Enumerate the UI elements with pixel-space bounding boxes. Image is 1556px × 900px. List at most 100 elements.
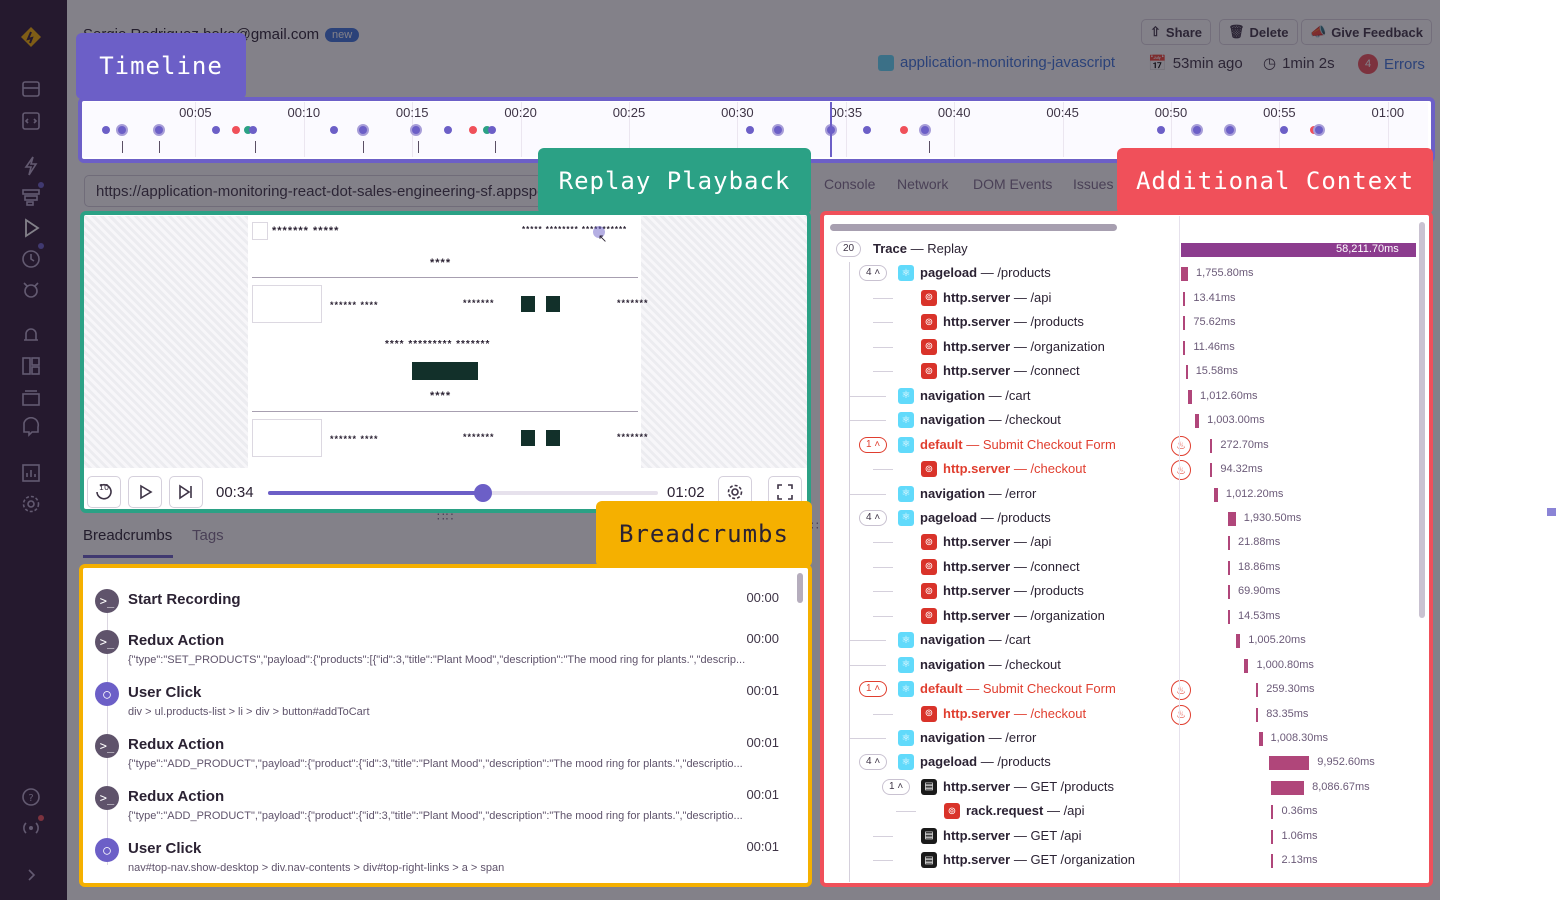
dashboards-icon[interactable] — [20, 355, 42, 377]
tab-dom-events[interactable]: DOM Events — [973, 176, 1053, 192]
trace-span-row[interactable]: ⊚ http.server — /products 69.90ms — [826, 580, 1426, 604]
breadcrumb-item[interactable]: >_ Redux Action 00:00 {"type":"SET_PRODUCTS… — [83, 618, 793, 670]
child-count-badge[interactable]: 1 ˄ — [859, 681, 888, 698]
play-button[interactable] — [128, 476, 162, 508]
sentry-logo-icon[interactable] — [20, 26, 42, 48]
timeline-event-marker[interactable] — [102, 126, 110, 134]
timeline-event-marker[interactable] — [919, 124, 931, 136]
trace-span-row[interactable]: ⚛ navigation — /checkout 1,000.80ms — [826, 654, 1426, 678]
trace-span-row[interactable]: ⊚ http.server — /products 75.62ms — [826, 311, 1426, 335]
child-count-badge[interactable]: 1 ˄ — [859, 436, 888, 453]
trace-span-row[interactable]: ▤ http.server — GET /organization 2.13ms — [826, 849, 1426, 873]
trace-span-row[interactable]: ⚛ navigation — /error 1,012.20ms — [826, 483, 1426, 507]
tab-tags[interactable]: Tags — [192, 527, 224, 544]
timeline-event-marker[interactable] — [746, 126, 754, 134]
breadcrumb-item[interactable]: >_ Redux Action 00:01 {"type":"ADD_PRODUCT"… — [83, 774, 793, 826]
crons-icon[interactable] — [20, 279, 42, 301]
trace-span-row[interactable]: ⊚ http.server — /api 21.88ms — [826, 531, 1426, 555]
collapse-sidebar-icon[interactable] — [20, 864, 42, 886]
trace-view[interactable]: 20 Trace — Replay 58,211.70ms 4 ˄ ⚛ pageload … — [826, 216, 1426, 884]
trace-horizontal-scrollbar[interactable] — [830, 224, 1117, 231]
timeline-event-marker[interactable] — [232, 126, 240, 134]
timeline-event-marker[interactable] — [444, 126, 452, 134]
timeline-event-marker[interactable] — [469, 126, 477, 134]
tab-issues[interactable]: Issues — [1073, 176, 1114, 192]
timeline-event-marker[interactable] — [249, 126, 257, 134]
timeline-event-marker[interactable] — [1224, 124, 1236, 136]
trace-span-row[interactable]: ⊚ rack.request — /api 0.36ms — [826, 800, 1426, 824]
trace-span-row[interactable]: 1 ˄ ⚛ default — Submit Checkout Form ♨ 259.3… — [826, 678, 1426, 702]
error-flame-icon[interactable]: ♨ — [1171, 460, 1191, 481]
timeline-event-marker[interactable] — [900, 126, 908, 134]
trace-span-row[interactable]: ⊚ http.server — /organization 11.46ms — [826, 336, 1426, 360]
replays-icon[interactable] — [20, 217, 42, 239]
trace-column-divider[interactable] — [1179, 216, 1180, 884]
performance-icon[interactable] — [20, 155, 42, 177]
error-flame-icon[interactable]: ♨ — [1171, 435, 1191, 456]
releases-icon[interactable] — [20, 248, 42, 270]
timeline-playhead[interactable] — [830, 102, 832, 157]
trace-span-row[interactable]: ⚛ navigation — /checkout 1,003.00ms — [826, 409, 1426, 433]
timeline-event-marker[interactable] — [357, 124, 369, 136]
timeline-event-marker[interactable] — [772, 124, 784, 136]
child-count-badge[interactable]: 4 ˄ — [859, 754, 888, 771]
help-icon[interactable]: ? — [20, 786, 42, 808]
trace-span-row[interactable]: ⚛ navigation — /error 1,008.30ms — [826, 727, 1426, 751]
trace-span-row[interactable]: 4 ˄ ⚛ pageload — /products 1,755.80ms — [826, 262, 1426, 286]
error-flame-icon[interactable]: ♨ — [1171, 704, 1191, 725]
timeline-event-marker[interactable] — [1157, 126, 1165, 134]
breadcrumb-item[interactable]: ◯ User Click 00:01 div > ul.products-list >… — [83, 670, 793, 722]
breadcrumb-time[interactable]: 00:01 — [746, 839, 779, 854]
project-link[interactable]: application-monitoring-javascript — [878, 54, 1115, 71]
share-button[interactable]: ⇧ Share — [1141, 19, 1212, 45]
rewind-10-button[interactable]: 10 — [87, 476, 121, 508]
timeline-event-marker[interactable] — [116, 124, 128, 136]
trace-span-row[interactable]: ▤ http.server — GET /api 1.06ms — [826, 825, 1426, 849]
stats-icon[interactable] — [20, 462, 42, 484]
child-count-badge[interactable]: 4 ˄ — [859, 509, 888, 526]
resize-handle-icon[interactable]: ∷∷ — [437, 510, 455, 524]
timeline-event-marker[interactable] — [330, 126, 338, 134]
breadcrumb-item[interactable]: ◯ User Click 00:01 nav#top-nav.show-desktop… — [83, 826, 793, 878]
trace-span-row[interactable]: ⚛ navigation — /cart 1,005.20ms — [826, 629, 1426, 653]
breadcrumb-time[interactable]: 00:01 — [746, 683, 779, 698]
timeline-event-marker[interactable] — [488, 126, 496, 134]
breadcrumb-item[interactable]: >_ Redux Action 00:01 {"type":"ADD_PRODUCT"… — [83, 722, 793, 774]
trace-root-row[interactable]: 20 Trace — Replay 58,211.70ms — [826, 238, 1426, 262]
current-url-field[interactable]: https://application-monitoring-react-dot… — [84, 175, 544, 207]
timeline-event-marker[interactable] — [410, 124, 422, 136]
trace-span-row[interactable]: ⊚ http.server — /api 13.41ms — [826, 287, 1426, 311]
profiling-icon[interactable] — [20, 186, 42, 208]
timeline-event-marker[interactable] — [1313, 124, 1325, 136]
vertical-resize-handle-icon[interactable]: ∷ — [811, 519, 819, 533]
trace-span-row[interactable]: ⊚ http.server — /connect 18.86ms — [826, 556, 1426, 580]
child-count-badge[interactable]: 4 ˄ — [859, 265, 888, 282]
trace-span-row[interactable]: ⊚ http.server — /connect 15.58ms — [826, 360, 1426, 384]
breadcrumb-time[interactable]: 00:01 — [746, 735, 779, 750]
settings-icon[interactable] — [20, 493, 42, 515]
tab-breadcrumbs[interactable]: Breadcrumbs — [83, 527, 173, 544]
error-flame-icon[interactable]: ♨ — [1171, 680, 1191, 701]
trace-span-row[interactable]: 4 ˄ ⚛ pageload — /products 9,952.60ms — [826, 751, 1426, 775]
trace-span-row[interactable]: ⊚ http.server — /checkout ♨ 94.32ms — [826, 458, 1426, 482]
timeline-event-marker[interactable] — [863, 126, 871, 134]
trace-span-row[interactable]: ⚛ navigation — /cart 1,012.60ms — [826, 385, 1426, 409]
timeline-event-marker[interactable] — [1280, 126, 1288, 134]
trace-span-row[interactable]: 1 ˄ ⚛ default — Submit Checkout Form ♨ 272.7… — [826, 434, 1426, 458]
projects-icon[interactable] — [20, 110, 42, 132]
timeline-event-marker[interactable] — [212, 126, 220, 134]
give-feedback-button[interactable]: 📣 Give Feedback — [1301, 19, 1432, 45]
alerts-icon[interactable] — [20, 324, 42, 346]
breadcrumbs-scrollbar[interactable] — [797, 573, 803, 603]
user-feedback-icon[interactable] — [20, 416, 42, 439]
breadcrumb-time[interactable]: 00:01 — [746, 787, 779, 802]
trace-span-row[interactable]: 1 ˄ ▤ http.server — GET /products 8,086.67m… — [826, 776, 1426, 800]
next-event-button[interactable] — [169, 476, 203, 508]
trace-span-row[interactable]: ⊚ http.server — /organization 14.53ms — [826, 605, 1426, 629]
scrubber-handle[interactable] — [473, 484, 492, 502]
breadcrumbs-list[interactable]: >_ Start Recording 00:00 >_ Redux Action 00:0… — [83, 569, 808, 883]
trace-span-row[interactable]: ⊚ http.server — /checkout ♨ 83.35ms — [826, 703, 1426, 727]
breadcrumb-time[interactable]: 00:00 — [746, 590, 779, 605]
errors-link[interactable]: 4 Errors — [1358, 54, 1425, 74]
child-count-badge[interactable]: 1 ˄ — [882, 778, 911, 795]
